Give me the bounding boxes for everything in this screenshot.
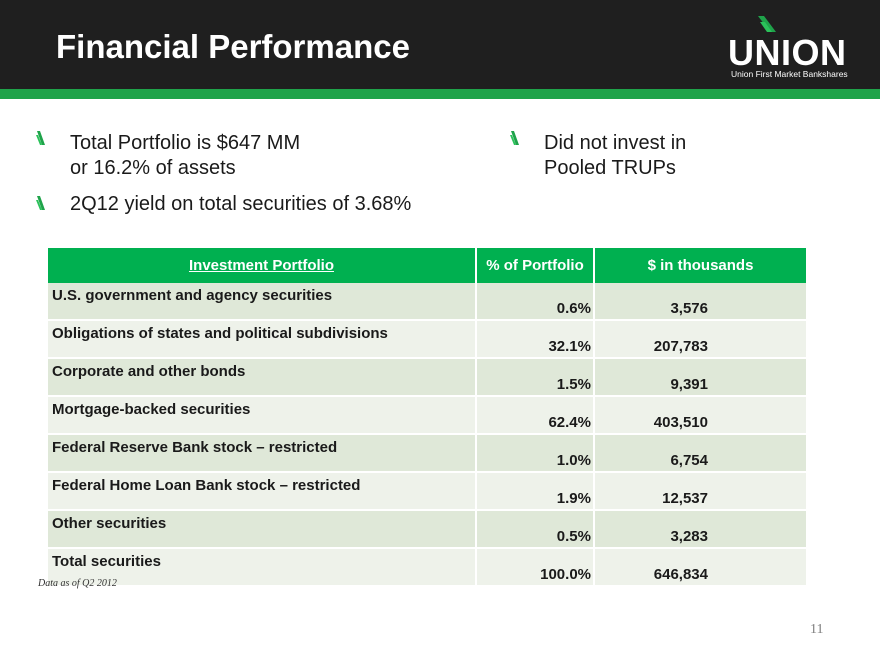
row-amount: 12,537 [594, 472, 806, 511]
footnote: Data as of Q2 2012 [38, 578, 117, 589]
row-percent: 1.0% [476, 434, 595, 473]
logo-leaf-icon [758, 16, 776, 32]
bullet-line: Did not invest in [544, 132, 687, 154]
column-header-label: Investment Portfolio [188, 257, 334, 274]
table-row: Federal Reserve Bank stock – restricted … [48, 434, 806, 473]
column-header-percent: % of Portfolio [476, 248, 595, 283]
row-percent: 32.1% [476, 320, 595, 359]
row-percent: 1.5% [476, 358, 595, 397]
row-name: Mortgage-backed securities [48, 396, 477, 435]
bullet-line: 2Q12 yield on total securities of 3.68% [70, 193, 412, 215]
bullet-chevron-icon [36, 196, 45, 210]
investment-portfolio-table: Investment Portfolio % of Portfolio $ in… [48, 248, 806, 587]
row-amount: 3,283 [594, 510, 806, 549]
row-name: Obligations of states and political subd… [48, 320, 477, 359]
table-header-row: Investment Portfolio % of Portfolio $ in… [48, 248, 806, 283]
logo-subtitle: Union First Market Bankshares [731, 69, 848, 79]
row-amount: 6,754 [594, 434, 806, 473]
row-percent: 0.5% [476, 510, 595, 549]
row-percent: 1.9% [476, 472, 595, 511]
row-name: Federal Reserve Bank stock – restricted [48, 434, 477, 473]
table-row-total: Total securities 100.0% 646,834 [48, 548, 806, 587]
bullet-trups: Did not invest in Pooled TRUPs [544, 131, 686, 181]
union-logo: UNION Union First Market Bankshares [728, 14, 868, 84]
table-row: Federal Home Loan Bank stock – restricte… [48, 472, 806, 511]
row-name: Other securities [48, 510, 477, 549]
table-row: U.S. government and agency securities 0.… [48, 283, 806, 321]
column-header-investment-portfolio: Investment Portfolio [48, 248, 477, 283]
row-name: Federal Home Loan Bank stock – restricte… [48, 472, 477, 511]
bullet-line: or 16.2% of assets [70, 157, 236, 179]
row-amount: 207,783 [594, 320, 806, 359]
header-accent-bar [0, 89, 880, 99]
table-row: Corporate and other bonds 1.5% 9,391 [48, 358, 806, 397]
bullet-yield: 2Q12 yield on total securities of 3.68% [70, 192, 411, 217]
row-name: Corporate and other bonds [48, 358, 477, 397]
bullet-total-portfolio: Total Portfolio is $647 MM or 16.2% of a… [70, 131, 300, 181]
row-amount: 3,576 [594, 283, 806, 321]
logo-wordmark: UNION [728, 32, 847, 73]
page-number: 11 [810, 622, 824, 637]
row-name: U.S. government and agency securities [48, 283, 477, 321]
column-header-amount: $ in thousands [594, 248, 806, 283]
table-row: Mortgage-backed securities 62.4% 403,510 [48, 396, 806, 435]
row-amount: 646,834 [594, 548, 806, 587]
row-percent: 100.0% [476, 548, 595, 587]
row-name: Total securities [48, 548, 477, 587]
row-percent: 62.4% [476, 396, 595, 435]
row-amount: 9,391 [594, 358, 806, 397]
table-row: Other securities 0.5% 3,283 [48, 510, 806, 549]
slide-header: Financial Performance UNION Union First … [0, 0, 880, 89]
row-percent: 0.6% [476, 283, 595, 321]
table-row: Obligations of states and political subd… [48, 320, 806, 359]
slide-title: Financial Performance [56, 28, 410, 65]
bullet-line: Total Portfolio is $647 MM [70, 132, 301, 154]
bullet-line: Pooled TRUPs [544, 157, 676, 179]
bullet-chevron-icon [36, 131, 45, 145]
bullet-chevron-icon [510, 131, 519, 145]
row-amount: 403,510 [594, 396, 806, 435]
